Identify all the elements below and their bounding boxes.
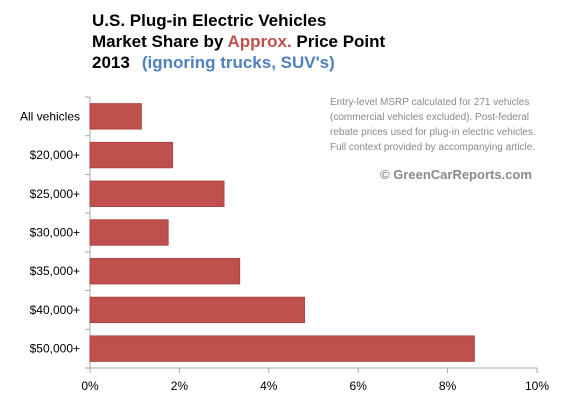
- title-suffix: Price Point: [291, 32, 386, 51]
- bar: [89, 141, 174, 169]
- x-tick-label: 8%: [439, 379, 457, 393]
- x-tick-label: 10%: [525, 379, 549, 393]
- y-tick-label: $30,000+: [30, 226, 80, 240]
- title-line-1: U.S. Plug-in Electric Vehicles: [92, 10, 326, 32]
- x-tick-label: 4%: [260, 379, 278, 393]
- y-tick-label: $25,000+: [30, 187, 80, 201]
- bar: [89, 258, 241, 285]
- title-line-1-text: U.S. Plug-in Electric Vehicles: [92, 11, 327, 30]
- title-line-3: 2013 (ignoring trucks, SUV's): [92, 52, 335, 74]
- title-year: 2013: [92, 53, 130, 72]
- annotation-note: Entry-level MSRP calculated for 271 vehi…: [330, 95, 555, 155]
- annotation-line: Full context provided by accompanying ar…: [330, 142, 536, 153]
- bar: [89, 335, 475, 362]
- bar: [89, 296, 305, 324]
- bar: [89, 219, 169, 246]
- y-tick-label: All vehicles: [20, 109, 80, 123]
- annotation-line: Entry-level MSRP calculated for 271 vehi…: [330, 97, 530, 108]
- title-subtitle: (ignoring trucks, SUV's): [141, 53, 335, 72]
- y-tick-label: $35,000+: [30, 264, 80, 278]
- x-tick-label: 0%: [81, 379, 99, 393]
- title-accent: Approx.: [227, 32, 292, 51]
- annotation-line: rebate prices used for plug-in electric …: [330, 127, 536, 138]
- annotation-line: (commercial vehicles excluded). Post-fed…: [330, 112, 529, 123]
- x-tick-label: 6%: [350, 379, 368, 393]
- title-line-2: Market Share by Approx. Price Point: [92, 31, 385, 53]
- source-credit: © GreenCarReports.com: [380, 167, 532, 182]
- bar: [89, 103, 142, 130]
- title-prefix: Market Share by: [92, 32, 228, 51]
- y-tick-label: $20,000+: [30, 148, 80, 162]
- x-tick-label: 2%: [171, 379, 189, 393]
- bar: [89, 180, 225, 207]
- y-tick-label: $50,000+: [30, 342, 80, 356]
- y-tick-label: $40,000+: [30, 303, 80, 317]
